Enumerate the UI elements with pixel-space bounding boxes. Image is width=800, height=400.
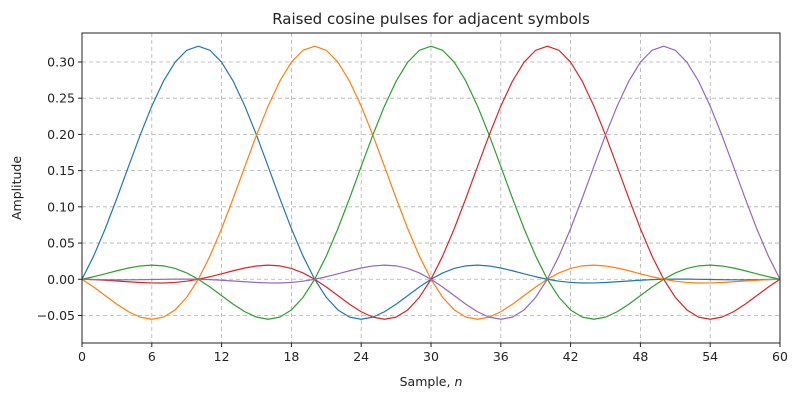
x-tick-label: 0 [78, 349, 86, 364]
x-tick-label: 54 [702, 349, 718, 364]
y-tick-label: 0.15 [47, 163, 75, 178]
series-line-5 [81, 45, 781, 320]
x-tick-label: 30 [423, 349, 439, 364]
x-tick-label: 42 [563, 349, 579, 364]
x-tick-label: 36 [493, 349, 509, 364]
x-axis-label-text: Sample, [400, 374, 455, 389]
y-tick-label: 0.25 [47, 91, 75, 106]
y-tick-label: 0.05 [47, 236, 75, 251]
x-tick-label: 12 [214, 349, 230, 364]
x-axis-label: Sample, n [400, 374, 463, 389]
x-tick-label: 18 [283, 349, 299, 364]
y-tick-label: 0.20 [47, 127, 75, 142]
x-tick-label: 48 [632, 349, 648, 364]
x-axis-label-variable: n [454, 374, 462, 389]
y-tick-label: 0.30 [47, 54, 75, 69]
y-tick-label: 0.00 [47, 272, 75, 287]
x-axis-ticks: 0 6 12 18 24 30 36 42 48 54 60 [78, 343, 788, 364]
y-tick-label: 0.10 [47, 199, 75, 214]
y-axis-ticks: −0.05 0.00 0.05 0.10 0.15 0.20 0.25 0.30 [37, 54, 82, 323]
y-axis-label: Amplitude [9, 156, 24, 220]
chart-title: Raised cosine pulses for adjacent symbol… [272, 10, 590, 28]
y-tick-label: −0.05 [37, 308, 75, 323]
x-tick-label: 60 [772, 349, 788, 364]
x-tick-label: 24 [353, 349, 369, 364]
x-tick-label: 6 [148, 349, 156, 364]
series-layer [81, 45, 781, 320]
